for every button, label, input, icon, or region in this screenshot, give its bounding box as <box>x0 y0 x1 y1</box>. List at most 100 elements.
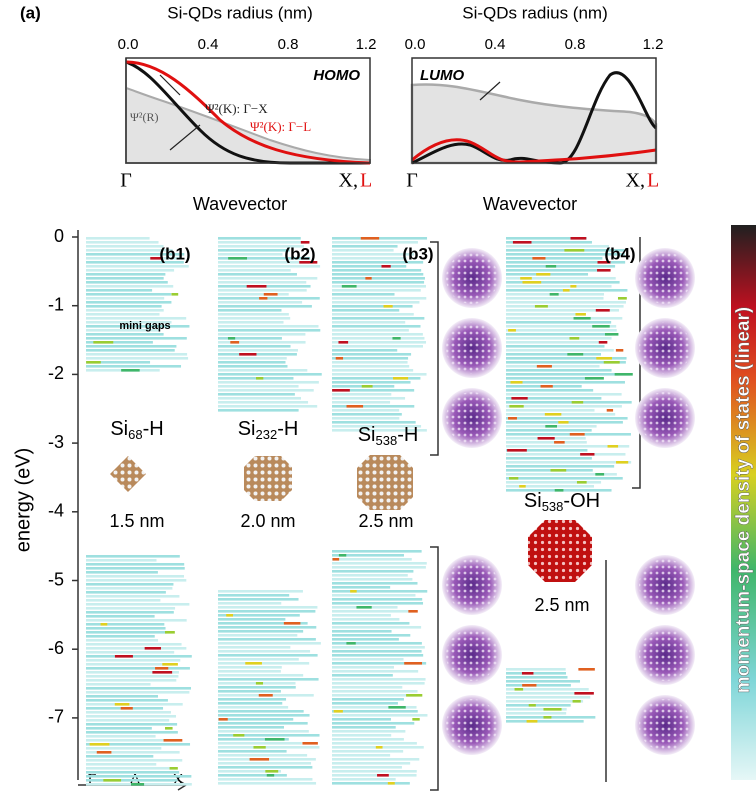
stripe <box>218 606 318 609</box>
hot-spot <box>526 720 538 723</box>
stripe <box>332 425 422 428</box>
hot-spot <box>233 734 245 737</box>
hot-spot <box>607 445 619 448</box>
hot-spot <box>300 241 310 244</box>
hot-spot <box>522 281 542 284</box>
homo-plot: Si-QDs radius (nm) 0.0 0.4 0.8 1.2 HOMO … <box>118 3 377 213</box>
stripe <box>86 313 160 316</box>
hot-spot <box>537 437 555 440</box>
stripe <box>506 389 594 392</box>
stripe <box>332 630 392 633</box>
stripe <box>86 671 179 674</box>
stripe <box>506 245 610 248</box>
stripe <box>86 603 190 606</box>
hot-spot <box>528 704 536 707</box>
tag: LUMO <box>420 67 464 84</box>
stripe <box>218 277 318 280</box>
stripe <box>218 742 302 745</box>
curve <box>125 60 371 165</box>
stripe <box>332 782 410 785</box>
hot-spot <box>226 614 234 617</box>
stripe <box>218 718 294 721</box>
hot-spot <box>388 706 406 709</box>
stripe <box>332 582 418 585</box>
hot-spot <box>554 489 564 492</box>
stripe <box>86 647 187 650</box>
tick-label: 0.8 <box>278 36 299 53</box>
formula: Si538-OH <box>524 490 600 514</box>
mini-gaps: mini gaps <box>119 320 170 332</box>
hot-spot <box>155 667 169 670</box>
size-label: 1.5 nm <box>109 511 164 531</box>
hot-spot <box>603 361 620 364</box>
tick-label: 0.8 <box>565 36 586 53</box>
stripe <box>218 309 282 312</box>
stripe <box>332 670 419 673</box>
hot-spot <box>520 277 532 280</box>
stripe <box>86 309 164 312</box>
hot-spot <box>615 349 624 352</box>
x-tick-label: X <box>173 771 183 788</box>
stripe <box>218 774 287 777</box>
stripe <box>86 655 192 658</box>
stripe <box>332 265 407 268</box>
stripe <box>218 698 287 701</box>
stripe <box>218 381 319 384</box>
stripe <box>218 622 308 625</box>
stripe <box>218 305 312 308</box>
panel-label: (b1) <box>159 244 190 263</box>
stripe <box>86 563 185 566</box>
stripe <box>86 357 189 360</box>
hot-spot <box>377 774 389 777</box>
stripe <box>86 627 166 630</box>
hot-spot <box>549 293 559 296</box>
stripe <box>332 345 423 348</box>
stripe <box>332 301 420 304</box>
hot-spot <box>575 313 586 316</box>
hot-spot <box>165 727 173 730</box>
stripe <box>332 321 406 324</box>
stripe <box>332 726 396 729</box>
size-label: 2.0 nm <box>240 511 295 531</box>
stripe <box>332 365 410 368</box>
stripe <box>332 245 398 248</box>
annotation: Ψ²(K): Γ−X <box>205 101 268 116</box>
stripe <box>86 595 180 598</box>
hot-spot <box>259 297 268 300</box>
curve <box>411 138 657 164</box>
stripe <box>332 562 427 565</box>
y-tick-label: -7 <box>48 707 64 727</box>
stripe <box>218 237 301 240</box>
axis-title: Si-QDs radius (nm) <box>167 3 312 22</box>
stripe <box>218 269 291 272</box>
stripe <box>506 373 630 376</box>
nanocrystal <box>244 456 292 501</box>
stripe <box>506 668 566 671</box>
stripe <box>332 293 395 296</box>
hot-spot <box>266 774 275 777</box>
stripe <box>218 666 282 669</box>
hot-spot <box>571 401 584 404</box>
y-tick-label: 0 <box>54 226 64 246</box>
hot-spot <box>144 647 161 650</box>
stripe <box>332 590 428 593</box>
hot-spot <box>341 285 357 288</box>
stripe <box>218 710 304 713</box>
stripe <box>86 771 180 774</box>
stripe <box>332 762 411 765</box>
stripe <box>86 687 191 690</box>
hot-spot <box>256 377 264 380</box>
hot-spot <box>381 265 391 268</box>
hot-spot <box>392 337 401 340</box>
stripe <box>506 680 581 683</box>
stripe <box>86 727 152 730</box>
hot-spot <box>218 718 228 721</box>
stripe <box>506 401 632 404</box>
hot-spot <box>258 694 273 697</box>
x-end: X, <box>339 170 358 192</box>
stripe <box>506 433 631 436</box>
hot-spot <box>150 257 163 260</box>
stripe <box>86 317 187 320</box>
stripe <box>506 429 592 432</box>
stripe <box>218 349 298 352</box>
